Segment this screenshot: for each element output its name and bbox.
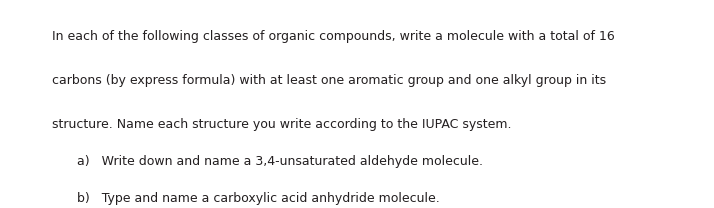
- Text: b)   Type and name a carboxylic acid anhydride molecule.: b) Type and name a carboxylic acid anhyd…: [77, 192, 440, 206]
- Text: a)   Write down and name a 3,4-unsaturated aldehyde molecule.: a) Write down and name a 3,4-unsaturated…: [77, 155, 483, 168]
- Text: carbons (by express formula) with at least one aromatic group and one alkyl grou: carbons (by express formula) with at lea…: [52, 74, 606, 87]
- Text: structure. Name each structure you write according to the IUPAC system.: structure. Name each structure you write…: [52, 118, 512, 131]
- Text: In each of the following classes of organic compounds, write a molecule with a t: In each of the following classes of orga…: [52, 30, 615, 43]
